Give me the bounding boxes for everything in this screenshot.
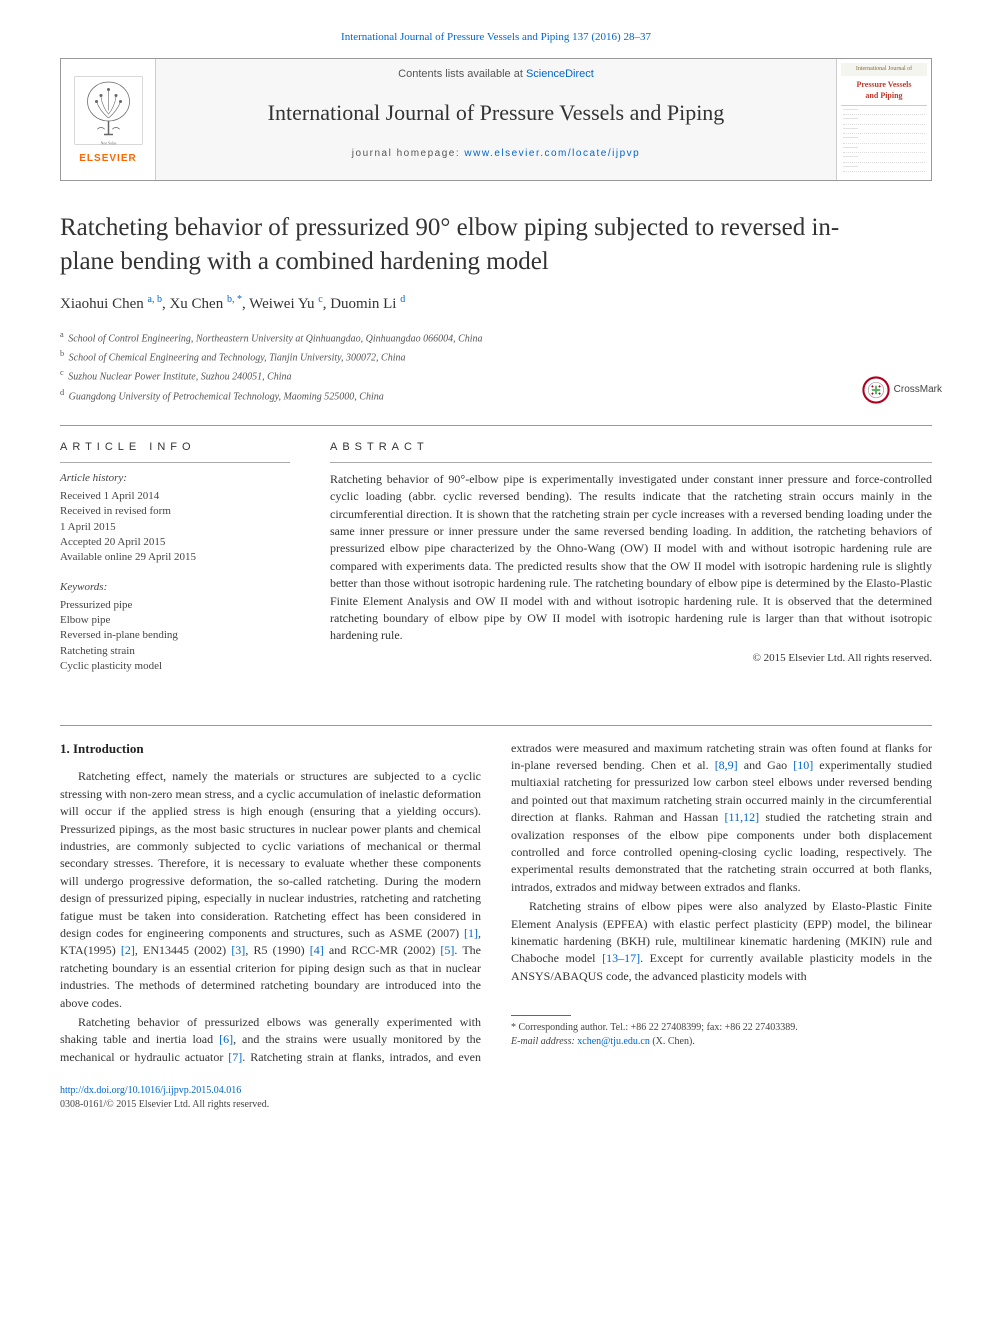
elsevier-logo-block: Non Solus ELSEVIER	[61, 59, 156, 180]
ref-link-1[interactable]: [1]	[464, 926, 478, 940]
top-journal-link[interactable]: International Journal of Pressure Vessel…	[341, 31, 651, 43]
keyword-item: Cyclic plasticity model	[60, 659, 290, 674]
ref-link-5[interactable]: [5]	[440, 943, 454, 957]
affiliation-line: b School of Chemical Engineering and Tec…	[60, 347, 932, 366]
history-label: Article history:	[60, 471, 290, 487]
history-item: Received 1 April 2014	[60, 489, 290, 504]
svg-text:Non Solus: Non Solus	[100, 141, 116, 145]
history-item: Available online 29 April 2015	[60, 550, 290, 565]
abstract-col: ABSTRACT Ratcheting behavior of 90°-elbo…	[330, 440, 932, 675]
info-abstract-row: ARTICLE INFO Article history: Received 1…	[60, 440, 932, 675]
info-divider	[60, 462, 290, 463]
issn-line: 0308-0161/© 2015 Elsevier Ltd. All right…	[60, 1099, 269, 1110]
keywords-label: Keywords:	[60, 580, 290, 596]
intro-heading: 1. Introduction	[60, 740, 481, 759]
history-item: 1 April 2015	[60, 520, 290, 535]
sciencedirect-link[interactable]: ScienceDirect	[526, 68, 594, 80]
homepage-link[interactable]: www.elsevier.com/locate/ijpvp	[464, 148, 640, 159]
header-divider	[60, 425, 932, 426]
ref-link-10[interactable]: [10]	[793, 758, 813, 772]
contents-lists-line: Contents lists available at ScienceDirec…	[166, 67, 826, 83]
article-title: Ratcheting behavior of pressurized 90° e…	[60, 211, 840, 279]
homepage-prefix: journal homepage:	[352, 148, 465, 159]
cover-body: —————————————————————	[841, 106, 927, 177]
email-line: E-mail address: xchen@tju.edu.cn (X. Che…	[511, 1035, 932, 1049]
intro-para-3: Ratcheting strains of elbow pipes were a…	[511, 898, 932, 985]
journal-homepage-line: journal homepage: www.elsevier.com/locat…	[166, 147, 826, 162]
email-link[interactable]: xchen@tju.edu.cn	[577, 1036, 650, 1047]
article-info-heading: ARTICLE INFO	[60, 440, 290, 456]
cover-subtitle: International Journal of	[841, 63, 927, 76]
copyright-line: © 2015 Elsevier Ltd. All rights reserved…	[330, 651, 932, 667]
keyword-item: Ratcheting strain	[60, 644, 290, 659]
elsevier-wordmark: ELSEVIER	[79, 152, 136, 167]
ref-link-13-17[interactable]: [13–17]	[602, 951, 640, 965]
ref-link-4[interactable]: [4]	[310, 943, 324, 957]
article-info-col: ARTICLE INFO Article history: Received 1…	[60, 440, 290, 675]
contents-prefix: Contents lists available at	[398, 68, 526, 80]
keywords-list: Pressurized pipeElbow pipeReversed in-pl…	[60, 598, 290, 675]
crossmark-icon	[862, 376, 890, 404]
body-divider	[60, 725, 932, 726]
history-item: Received in revised form	[60, 504, 290, 519]
article-header: CrossMark Ratcheting behavior of pressur…	[60, 211, 932, 405]
journal-name: International Journal of Pressure Vessel…	[166, 97, 826, 129]
crossmark-label: CrossMark	[894, 383, 942, 398]
cover-title: Pressure Vesselsand Piping	[841, 76, 927, 106]
body-columns: 1. Introduction Ratcheting effect, namel…	[60, 740, 932, 1066]
ref-link-3[interactable]: [3]	[231, 943, 245, 957]
keyword-item: Pressurized pipe	[60, 598, 290, 613]
authors-line: Xiaohui Chen a, b, Xu Chen b, *, Weiwei …	[60, 293, 932, 316]
journal-cover-thumbnail: International Journal of Pressure Vessel…	[836, 59, 931, 180]
footer-block: http://dx.doi.org/10.1016/j.ijpvp.2015.0…	[60, 1084, 932, 1112]
keyword-item: Elbow pipe	[60, 613, 290, 628]
abstract-divider	[330, 462, 932, 463]
history-item: Accepted 20 April 2015	[60, 535, 290, 550]
ref-link-6[interactable]: [6]	[219, 1032, 233, 1046]
abstract-heading: ABSTRACT	[330, 440, 932, 456]
ref-link-11-12[interactable]: [11,12]	[725, 810, 760, 824]
top-journal-citation: International Journal of Pressure Vessel…	[60, 30, 932, 46]
abstract-text: Ratcheting behavior of 90°-elbow pipe is…	[330, 471, 932, 645]
intro-para-1: Ratcheting effect, namely the materials …	[60, 768, 481, 1011]
journal-header-banner: Non Solus ELSEVIER Contents lists availa…	[60, 58, 932, 181]
ref-link-2[interactable]: [2]	[121, 943, 135, 957]
affiliation-line: c Suzhou Nuclear Power Institute, Suzhou…	[60, 366, 932, 385]
banner-center: Contents lists available at ScienceDirec…	[156, 59, 836, 180]
affiliation-line: d Guangdong University of Petrochemical …	[60, 386, 932, 405]
ref-link-8-9[interactable]: [8,9]	[715, 758, 738, 772]
corresponding-author-footnote: * Corresponding author. Tel.: +86 22 274…	[511, 1021, 932, 1049]
elsevier-tree-icon: Non Solus	[71, 73, 146, 148]
crossmark-badge[interactable]: CrossMark	[862, 376, 942, 404]
ref-link-7[interactable]: [7]	[228, 1050, 242, 1064]
doi-link[interactable]: http://dx.doi.org/10.1016/j.ijpvp.2015.0…	[60, 1085, 241, 1096]
history-list: Received 1 April 2014Received in revised…	[60, 489, 290, 566]
affiliation-line: a School of Control Engineering, Northea…	[60, 328, 932, 347]
affiliations: a School of Control Engineering, Northea…	[60, 328, 932, 405]
corr-author-line: * Corresponding author. Tel.: +86 22 274…	[511, 1021, 932, 1035]
keyword-item: Reversed in-plane bending	[60, 628, 290, 643]
footnote-separator	[511, 1015, 571, 1016]
